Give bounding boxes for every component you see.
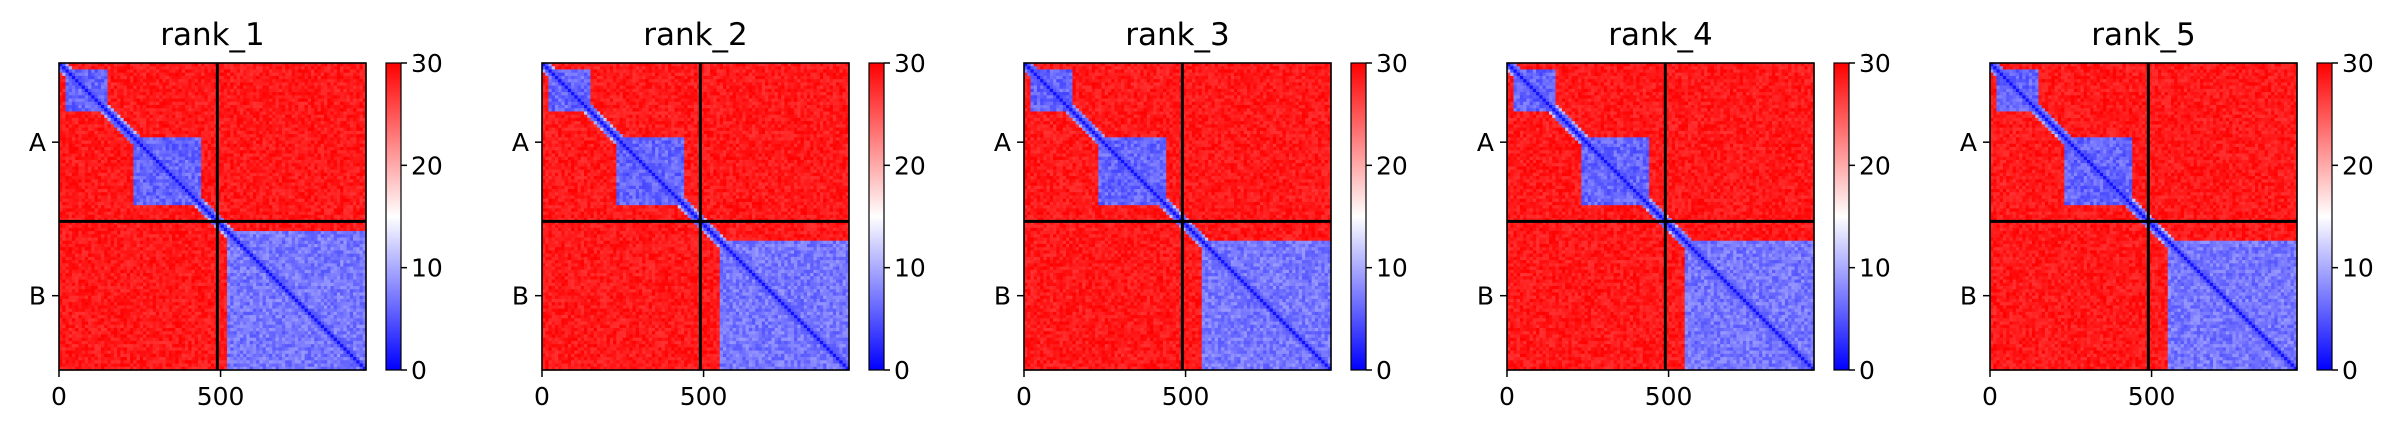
heatmap-cells — [59, 63, 367, 371]
